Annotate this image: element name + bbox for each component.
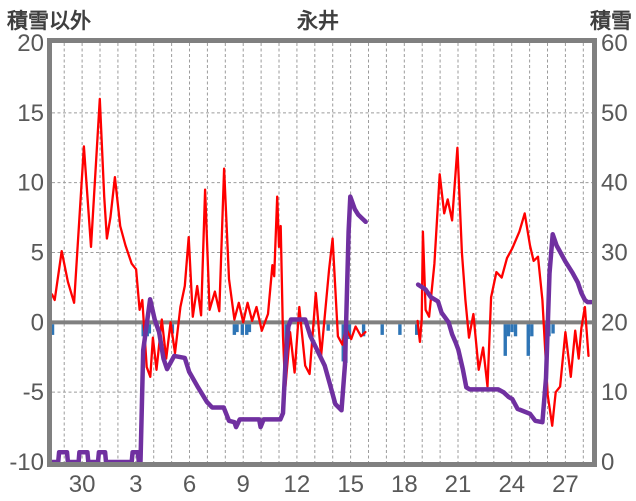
svg-text:12: 12 bbox=[284, 471, 311, 498]
svg-text:20: 20 bbox=[601, 309, 628, 336]
chart-title: 永井 bbox=[297, 10, 339, 33]
svg-text:24: 24 bbox=[498, 471, 525, 498]
svg-text:40: 40 bbox=[601, 170, 628, 197]
svg-text:-5: -5 bbox=[23, 379, 44, 406]
svg-text:3: 3 bbox=[129, 471, 142, 498]
right-axis-title: 積雪 bbox=[590, 10, 632, 33]
left-axis-title: 積雪以外 bbox=[7, 10, 91, 33]
svg-text:30: 30 bbox=[601, 240, 628, 267]
svg-text:27: 27 bbox=[552, 471, 579, 498]
svg-text:10: 10 bbox=[17, 170, 44, 197]
svg-text:6: 6 bbox=[183, 471, 196, 498]
svg-text:-10: -10 bbox=[9, 449, 44, 476]
svg-text:30: 30 bbox=[69, 471, 96, 498]
svg-text:20: 20 bbox=[17, 30, 44, 57]
svg-text:60: 60 bbox=[601, 30, 628, 57]
svg-text:5: 5 bbox=[31, 240, 44, 267]
svg-text:18: 18 bbox=[391, 471, 418, 498]
svg-text:50: 50 bbox=[601, 100, 628, 127]
svg-text:9: 9 bbox=[237, 471, 250, 498]
svg-text:0: 0 bbox=[601, 449, 614, 476]
svg-text:15: 15 bbox=[17, 100, 44, 127]
svg-text:15: 15 bbox=[337, 471, 364, 498]
svg-text:0: 0 bbox=[31, 309, 44, 336]
svg-text:21: 21 bbox=[445, 471, 472, 498]
svg-text:10: 10 bbox=[601, 379, 628, 406]
